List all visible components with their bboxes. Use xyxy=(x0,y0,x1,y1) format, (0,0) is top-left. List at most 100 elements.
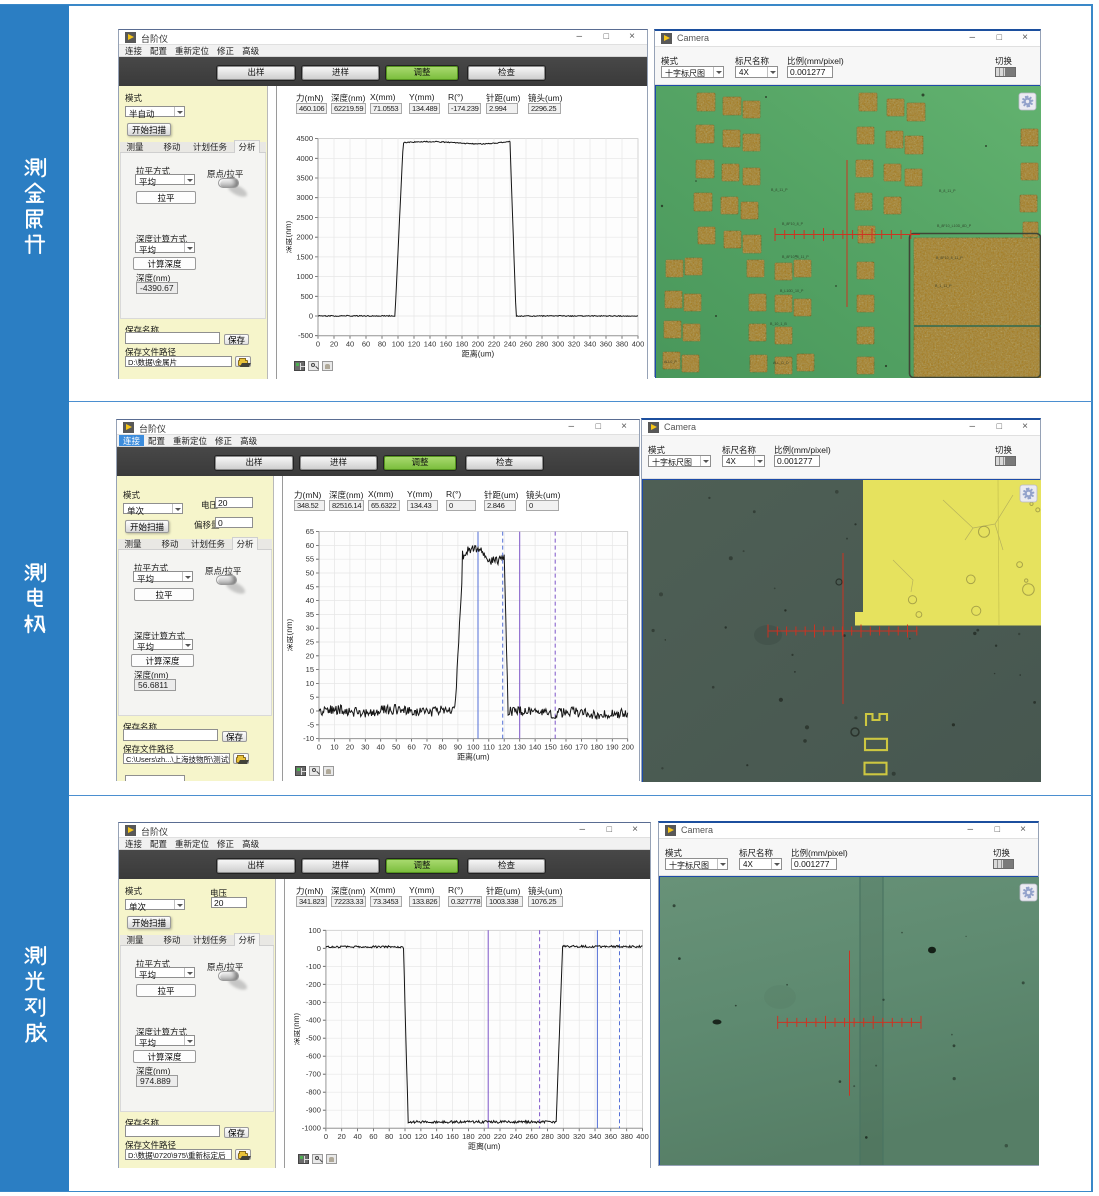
svg-text:340: 340 xyxy=(584,340,597,349)
svg-text:距离(um): 距离(um) xyxy=(468,1141,501,1151)
svg-text:130: 130 xyxy=(513,743,526,752)
svg-text:45: 45 xyxy=(306,582,314,591)
svg-text:300: 300 xyxy=(557,1132,570,1141)
svg-text:100: 100 xyxy=(392,340,405,349)
svg-text:280: 280 xyxy=(536,340,549,349)
svg-text:1500: 1500 xyxy=(296,252,313,261)
svg-text:360: 360 xyxy=(600,340,613,349)
svg-text:B_L10D_10_P: B_L10D_10_P xyxy=(780,289,804,293)
svg-text:0: 0 xyxy=(316,340,320,349)
svg-text:160: 160 xyxy=(560,743,573,752)
svg-text:2000: 2000 xyxy=(296,233,313,242)
svg-text:260: 260 xyxy=(525,1132,538,1141)
svg-text:-800: -800 xyxy=(306,1088,321,1097)
svg-text:120: 120 xyxy=(415,1132,428,1141)
svg-text:140: 140 xyxy=(424,340,437,349)
svg-text:320: 320 xyxy=(573,1132,586,1141)
svg-text:B_8F10_8_11_P: B_8F10_8_11_P xyxy=(782,255,809,259)
svg-text:220: 220 xyxy=(494,1132,507,1141)
svg-text:-600: -600 xyxy=(306,1052,321,1061)
svg-text:110: 110 xyxy=(483,743,495,752)
svg-text:ALL_D_D: ALL_D_D xyxy=(773,361,789,365)
svg-text:240: 240 xyxy=(510,1132,523,1141)
svg-text:60: 60 xyxy=(362,340,370,349)
svg-text:B_8F10_8_11_P: B_8F10_8_11_P xyxy=(936,256,963,260)
svg-text:120: 120 xyxy=(498,743,511,752)
svg-text:160: 160 xyxy=(446,1132,459,1141)
svg-text:40: 40 xyxy=(353,1132,361,1141)
svg-text:200: 200 xyxy=(472,340,485,349)
svg-text:160: 160 xyxy=(440,340,453,349)
svg-text:400: 400 xyxy=(636,1132,649,1141)
svg-text:20: 20 xyxy=(306,651,314,660)
svg-text:B_8_11_P: B_8_11_P xyxy=(771,188,788,192)
svg-text:80: 80 xyxy=(438,743,446,752)
svg-text:0: 0 xyxy=(309,312,313,321)
svg-text:320: 320 xyxy=(568,340,581,349)
svg-text:-100: -100 xyxy=(306,962,321,971)
svg-text:400: 400 xyxy=(632,340,645,349)
svg-text:60: 60 xyxy=(306,541,314,550)
svg-text:240: 240 xyxy=(504,340,517,349)
svg-text:B_8F10_8_P: B_8F10_8_P xyxy=(782,222,804,226)
svg-text:0: 0 xyxy=(324,1132,328,1141)
svg-text:200: 200 xyxy=(621,743,634,752)
svg-text:距离(um): 距离(um) xyxy=(457,752,490,762)
svg-text:40: 40 xyxy=(306,596,314,605)
svg-text:深度(nm): 深度(nm) xyxy=(287,619,294,652)
svg-text:70: 70 xyxy=(423,743,431,752)
svg-text:2500: 2500 xyxy=(296,213,313,222)
svg-text:360: 360 xyxy=(605,1132,618,1141)
svg-text:0: 0 xyxy=(310,707,314,716)
svg-text:35: 35 xyxy=(306,610,314,619)
svg-text:3000: 3000 xyxy=(296,193,313,202)
svg-text:1000: 1000 xyxy=(296,272,313,281)
svg-text:50: 50 xyxy=(306,569,314,578)
svg-text:20: 20 xyxy=(330,340,338,349)
svg-text:-200: -200 xyxy=(306,980,321,989)
svg-text:180: 180 xyxy=(456,340,469,349)
svg-text:-1000: -1000 xyxy=(302,1124,321,1133)
svg-text:200: 200 xyxy=(478,1132,491,1141)
svg-text:90: 90 xyxy=(454,743,462,752)
svg-text:180: 180 xyxy=(462,1132,475,1141)
svg-text:150: 150 xyxy=(544,743,557,752)
svg-text:B_8F10_L10D_8D_P: B_8F10_L10D_8D_P xyxy=(937,224,972,228)
svg-text:3500: 3500 xyxy=(296,174,313,183)
svg-text:ALL0_P: ALL0_P xyxy=(664,360,677,364)
svg-text:100: 100 xyxy=(399,1132,412,1141)
svg-text:距离(um): 距离(um) xyxy=(462,349,495,359)
svg-text:B_8_11_P: B_8_11_P xyxy=(939,189,956,193)
svg-text:380: 380 xyxy=(616,340,629,349)
svg-text:190: 190 xyxy=(606,743,619,752)
svg-text:10: 10 xyxy=(330,743,338,752)
svg-text:30: 30 xyxy=(306,624,314,633)
svg-text:-10: -10 xyxy=(303,734,314,743)
svg-text:140: 140 xyxy=(529,743,542,752)
svg-text:B_10_1_B: B_10_1_B xyxy=(770,322,787,326)
svg-text:140: 140 xyxy=(430,1132,443,1141)
svg-text:100: 100 xyxy=(308,926,321,935)
svg-text:15: 15 xyxy=(306,665,314,674)
svg-text:-5: -5 xyxy=(307,720,314,729)
svg-text:300: 300 xyxy=(552,340,565,349)
svg-text:40: 40 xyxy=(346,340,354,349)
svg-text:80: 80 xyxy=(385,1132,393,1141)
svg-text:-700: -700 xyxy=(306,1070,321,1079)
svg-text:4500: 4500 xyxy=(296,134,313,143)
svg-text:4000: 4000 xyxy=(296,154,313,163)
svg-text:60: 60 xyxy=(407,743,415,752)
svg-text:20: 20 xyxy=(338,1132,346,1141)
svg-text:500: 500 xyxy=(300,292,313,301)
svg-text:20: 20 xyxy=(346,743,354,752)
svg-text:50: 50 xyxy=(392,743,400,752)
svg-text:-400: -400 xyxy=(306,1016,321,1025)
svg-text:0: 0 xyxy=(317,743,321,752)
svg-text:340: 340 xyxy=(589,1132,602,1141)
svg-text:25: 25 xyxy=(306,638,314,647)
svg-text:5: 5 xyxy=(310,693,314,702)
svg-text:40: 40 xyxy=(377,743,385,752)
svg-text:380: 380 xyxy=(620,1132,633,1141)
svg-text:170: 170 xyxy=(575,743,588,752)
svg-text:深度(nm): 深度(nm) xyxy=(286,221,293,254)
